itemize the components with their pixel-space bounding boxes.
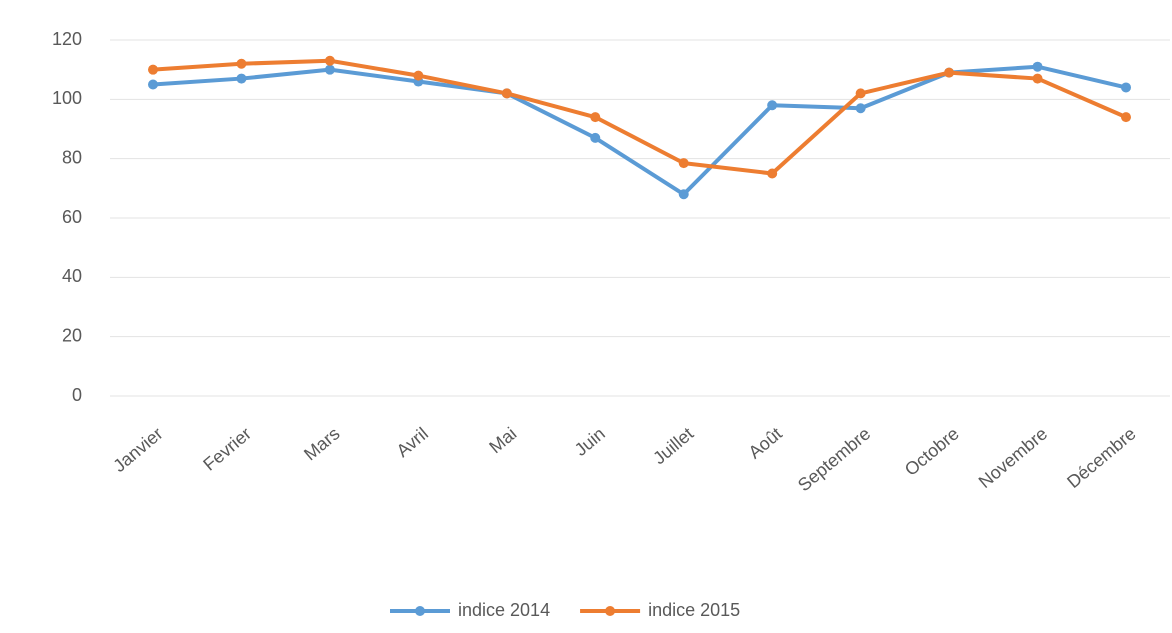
marker [324,64,335,75]
x-tick-label: Mars [300,423,343,464]
legend-label: indice 2014 [458,600,550,620]
marker [767,100,778,111]
x-tick-label: Mai [485,423,520,457]
y-tick-label: 20 [62,325,82,345]
marker [1121,112,1131,123]
marker [678,189,689,200]
y-tick-label: 100 [52,88,82,108]
x-tick-label: Septembre [794,423,874,495]
marker [767,168,778,179]
legend-marker [605,606,616,616]
series-line [152,64,1127,197]
marker [236,73,247,84]
x-tick-label: Juillet [649,423,697,468]
marker [236,58,247,69]
y-tick-label: 0 [72,385,82,405]
y-tick-label: 40 [62,266,82,286]
x-tick-label: Octobre [901,423,963,479]
marker [501,88,512,99]
x-tick-label: Fevrier [199,423,255,474]
marker [590,112,601,123]
y-tick-label: 120 [52,29,82,49]
marker [678,158,689,169]
marker [1032,61,1043,72]
y-tick-label: 80 [62,147,82,167]
marker [855,88,866,99]
marker [855,103,866,114]
x-tick-label: Juin [571,423,609,460]
x-tick-label: Janvier [109,423,166,476]
y-tick-label: 60 [62,207,82,227]
marker [944,67,955,78]
marker [148,79,158,90]
marker [590,132,601,143]
x-tick-label: Novembre [975,423,1051,492]
x-tick-label: Avril [393,423,432,461]
marker [1121,82,1131,93]
series-line [152,58,1127,176]
x-tick-label: Août [745,423,786,462]
marker [148,64,158,75]
marker [413,70,424,81]
marker [324,55,335,66]
legend-label: indice 2015 [648,600,740,620]
x-tick-label: Décembre [1063,423,1139,492]
legend-marker [415,606,425,616]
marker [1032,73,1043,84]
